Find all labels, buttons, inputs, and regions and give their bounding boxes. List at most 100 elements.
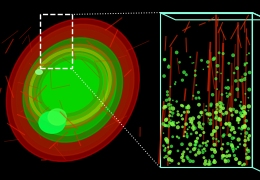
Point xyxy=(206,140,210,143)
Point xyxy=(220,112,225,115)
Point xyxy=(231,147,235,150)
Point xyxy=(180,143,184,146)
Point xyxy=(211,93,215,96)
Point xyxy=(168,162,172,165)
Point xyxy=(211,58,216,61)
Point xyxy=(242,110,246,113)
Point xyxy=(214,106,218,109)
Point xyxy=(194,154,198,156)
Point xyxy=(190,120,194,123)
Point xyxy=(197,97,202,100)
Point xyxy=(241,125,245,128)
Point xyxy=(218,110,222,113)
Point xyxy=(220,93,224,96)
Point xyxy=(192,61,196,64)
Point xyxy=(199,59,204,62)
Point xyxy=(198,125,202,128)
Point xyxy=(164,124,168,127)
Point xyxy=(163,149,167,152)
Point xyxy=(164,138,168,141)
Point xyxy=(214,77,218,80)
Point xyxy=(215,88,219,91)
Point xyxy=(188,150,192,153)
Point xyxy=(202,156,206,159)
Point xyxy=(204,141,208,144)
Point xyxy=(185,106,189,109)
Point xyxy=(233,98,238,101)
Point xyxy=(226,87,230,89)
Point xyxy=(224,92,229,95)
Point xyxy=(168,122,173,125)
Point xyxy=(235,119,239,122)
Point xyxy=(199,111,203,114)
Point xyxy=(221,103,225,106)
Point xyxy=(191,117,195,120)
Point xyxy=(231,54,235,57)
Point xyxy=(209,104,213,107)
Point xyxy=(205,112,209,115)
Point xyxy=(243,139,247,142)
Point xyxy=(224,160,228,163)
Point xyxy=(202,131,206,134)
Point xyxy=(206,163,211,166)
Point xyxy=(236,117,240,120)
Point xyxy=(239,132,243,135)
Point xyxy=(224,86,228,89)
Point xyxy=(164,119,168,122)
Point xyxy=(211,137,215,140)
Point xyxy=(167,158,171,161)
Point xyxy=(235,67,239,70)
Point xyxy=(191,160,195,163)
Point xyxy=(245,62,249,65)
Point xyxy=(241,114,245,117)
Point xyxy=(197,148,201,151)
Point xyxy=(216,64,220,67)
Point xyxy=(180,79,185,82)
Point xyxy=(193,143,197,146)
Point xyxy=(187,126,192,129)
Point xyxy=(165,139,169,142)
Point xyxy=(167,151,171,154)
Point xyxy=(166,146,170,149)
Point xyxy=(243,144,247,147)
Point xyxy=(185,136,190,139)
Point xyxy=(186,104,191,107)
Point xyxy=(193,140,197,143)
Point xyxy=(161,123,166,125)
Point xyxy=(226,159,230,162)
Point xyxy=(173,83,177,86)
Point xyxy=(188,160,192,163)
Point xyxy=(242,163,246,166)
Point xyxy=(247,134,251,137)
Point xyxy=(240,127,244,130)
Point xyxy=(188,121,192,124)
Point xyxy=(236,122,240,124)
Point xyxy=(212,148,217,151)
Point xyxy=(211,161,216,164)
Point xyxy=(243,111,247,114)
Point xyxy=(176,113,180,116)
Point xyxy=(245,147,249,149)
Point xyxy=(217,51,221,54)
Point xyxy=(170,123,174,125)
Point xyxy=(188,118,192,120)
Point xyxy=(239,79,244,82)
Point xyxy=(237,118,241,121)
Point xyxy=(235,88,239,91)
Point xyxy=(181,155,185,158)
Point xyxy=(168,110,173,113)
Point xyxy=(224,122,228,125)
Point xyxy=(165,93,170,96)
Point xyxy=(210,148,214,151)
Point xyxy=(175,122,179,124)
Point xyxy=(177,162,181,165)
Point xyxy=(168,107,172,110)
Point xyxy=(167,121,172,124)
Point xyxy=(204,159,208,162)
Point xyxy=(229,143,233,146)
Point xyxy=(184,73,188,76)
Point xyxy=(188,56,192,58)
Point xyxy=(192,148,196,151)
Point xyxy=(191,124,196,127)
Point xyxy=(242,106,246,109)
